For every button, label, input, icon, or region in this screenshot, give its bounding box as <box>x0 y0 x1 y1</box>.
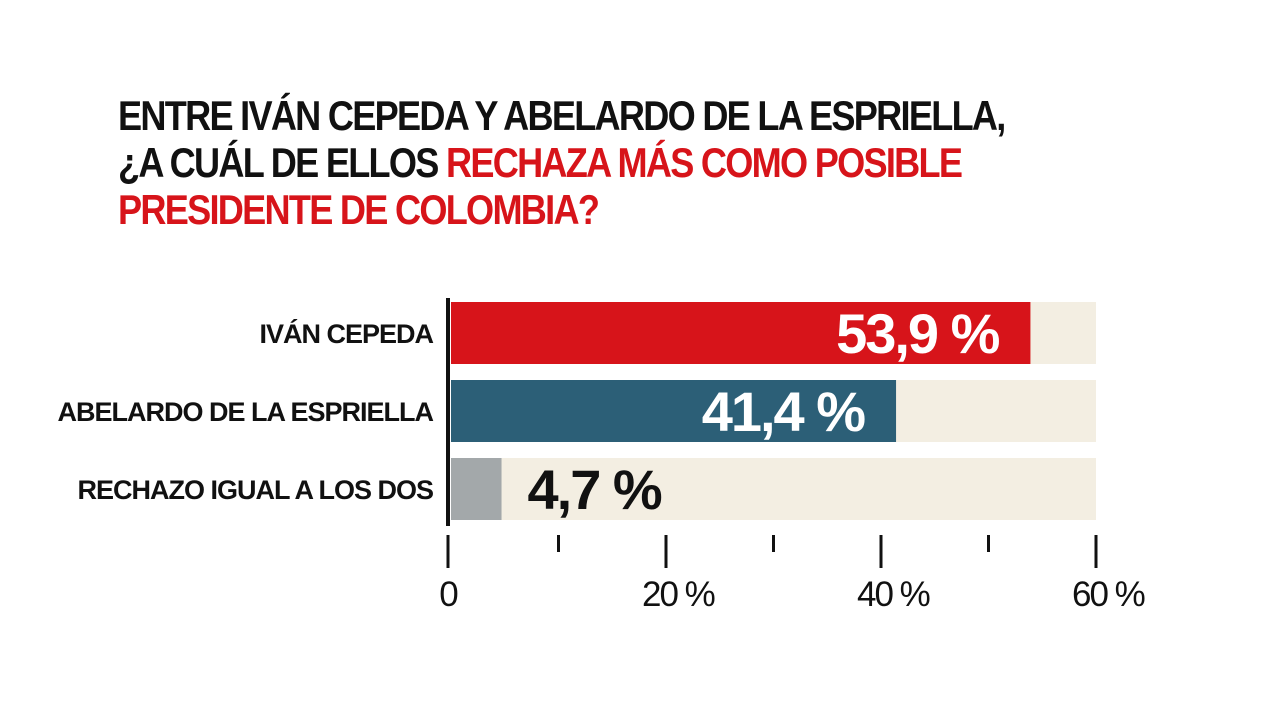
tick-label: 0 <box>439 575 458 614</box>
tick-label: 40 % <box>857 575 930 614</box>
bars-layer: IVÁN CEPEDA 53,9 % ABELARDO DE LA ESPRIELL… <box>57 302 1096 521</box>
chart-title: ENTRE IVÁN CEPEDA Y ABELARDO DE LA ESPRI… <box>118 92 1006 233</box>
title-line-2-plain: ¿A CUÁL DE ELLOS <box>118 139 446 186</box>
category-label: IVÁN CEPEDA <box>259 318 433 349</box>
category-label: ABELARDO DE LA ESPRIELLA <box>57 397 433 427</box>
tick-label: 20 % <box>642 575 715 614</box>
value-label: 53,9 % <box>836 302 1000 365</box>
bar-track <box>451 458 1096 520</box>
bar <box>451 380 897 442</box>
title-line-2-highlight: RECHAZA MÁS COMO POSIBLE <box>445 139 963 186</box>
title-line-1: ENTRE IVÁN CEPEDA Y ABELARDO DE LA ESPRI… <box>118 92 1006 139</box>
bar <box>451 458 502 520</box>
value-label: 4,7 % <box>528 458 662 521</box>
title-line-3-highlight: PRESIDENTE DE COLOMBIA? <box>118 186 600 233</box>
value-label: 41,4 % <box>702 380 866 443</box>
x-axis: 0 20 % 40 % 60 % <box>439 535 1147 614</box>
tick-label: 60 % <box>1072 575 1145 614</box>
category-label: RECHAZO IGUAL A LOS DOS <box>77 475 433 505</box>
bar <box>451 302 1031 364</box>
title-line-2: ¿A CUÁL DE ELLOS RECHAZA MÁS COMO POSIBL… <box>118 139 963 186</box>
